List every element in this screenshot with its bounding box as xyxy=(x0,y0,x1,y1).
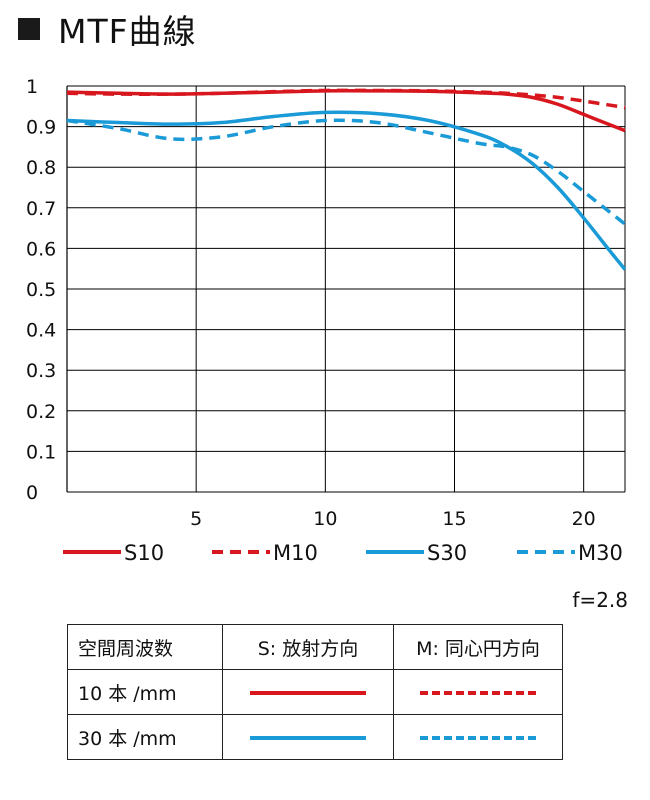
y-tick-label: 0.3 xyxy=(26,360,56,382)
title-square-icon xyxy=(18,18,40,40)
series-line-s10 xyxy=(66,89,626,133)
x-tick-label: 5 xyxy=(190,508,202,530)
y-tick-label: 0 xyxy=(26,482,38,504)
y-tick-label: 0.6 xyxy=(26,238,56,260)
series-line-m30 xyxy=(66,118,627,226)
table-row: 30 本 /mm xyxy=(67,714,563,760)
header-frequency: 空間周波数 xyxy=(67,624,223,670)
header-meridional: M: 同心円方向 xyxy=(393,624,563,670)
row-10-meridional xyxy=(393,669,563,715)
legend-label-m30: M30 xyxy=(578,541,623,565)
legend-label-s30: S30 xyxy=(427,541,467,565)
x-tick-label: 15 xyxy=(442,508,466,530)
legend-table: 空間周波数 S: 放射方向 M: 同心円方向 10 本 /mm 30 本 /mm xyxy=(67,624,563,760)
aperture-label: f=2.8 xyxy=(572,588,628,612)
x-tick-label: 20 xyxy=(572,508,596,530)
table-header-row: 空間周波数 S: 放射方向 M: 同心円方向 xyxy=(67,624,563,670)
page-title: MTF曲線 xyxy=(58,12,197,51)
header-sagittal: S: 放射方向 xyxy=(222,624,394,670)
y-tick-label: 0.2 xyxy=(26,401,56,423)
row-frequency-10: 10 本 /mm xyxy=(67,669,223,715)
legend-label-s10: S10 xyxy=(124,541,164,565)
chart-title: MTF曲線 xyxy=(18,4,197,54)
row-frequency-30: 30 本 /mm xyxy=(67,714,223,760)
table-row: 10 本 /mm xyxy=(67,669,563,715)
y-tick-label: 0.7 xyxy=(26,198,56,220)
row-10-sagittal xyxy=(222,669,394,715)
y-tick-label: 0.1 xyxy=(26,441,56,463)
dashed-line-sample xyxy=(420,735,536,740)
legend-label-m10: M10 xyxy=(273,541,318,565)
dashed-line-sample xyxy=(420,690,536,695)
row-30-meridional xyxy=(393,714,563,760)
y-tick-label: 0.9 xyxy=(26,117,56,139)
y-tick-label: 1 xyxy=(26,76,38,98)
x-tick-label: 10 xyxy=(313,508,337,530)
series-line-s30 xyxy=(66,110,627,271)
solid-line-sample xyxy=(250,735,366,740)
y-tick-label: 0.5 xyxy=(26,279,56,301)
row-30-sagittal xyxy=(222,714,394,760)
y-tick-label: 0.4 xyxy=(26,320,56,342)
y-tick-label: 0.8 xyxy=(26,157,56,179)
solid-line-sample xyxy=(250,690,366,695)
